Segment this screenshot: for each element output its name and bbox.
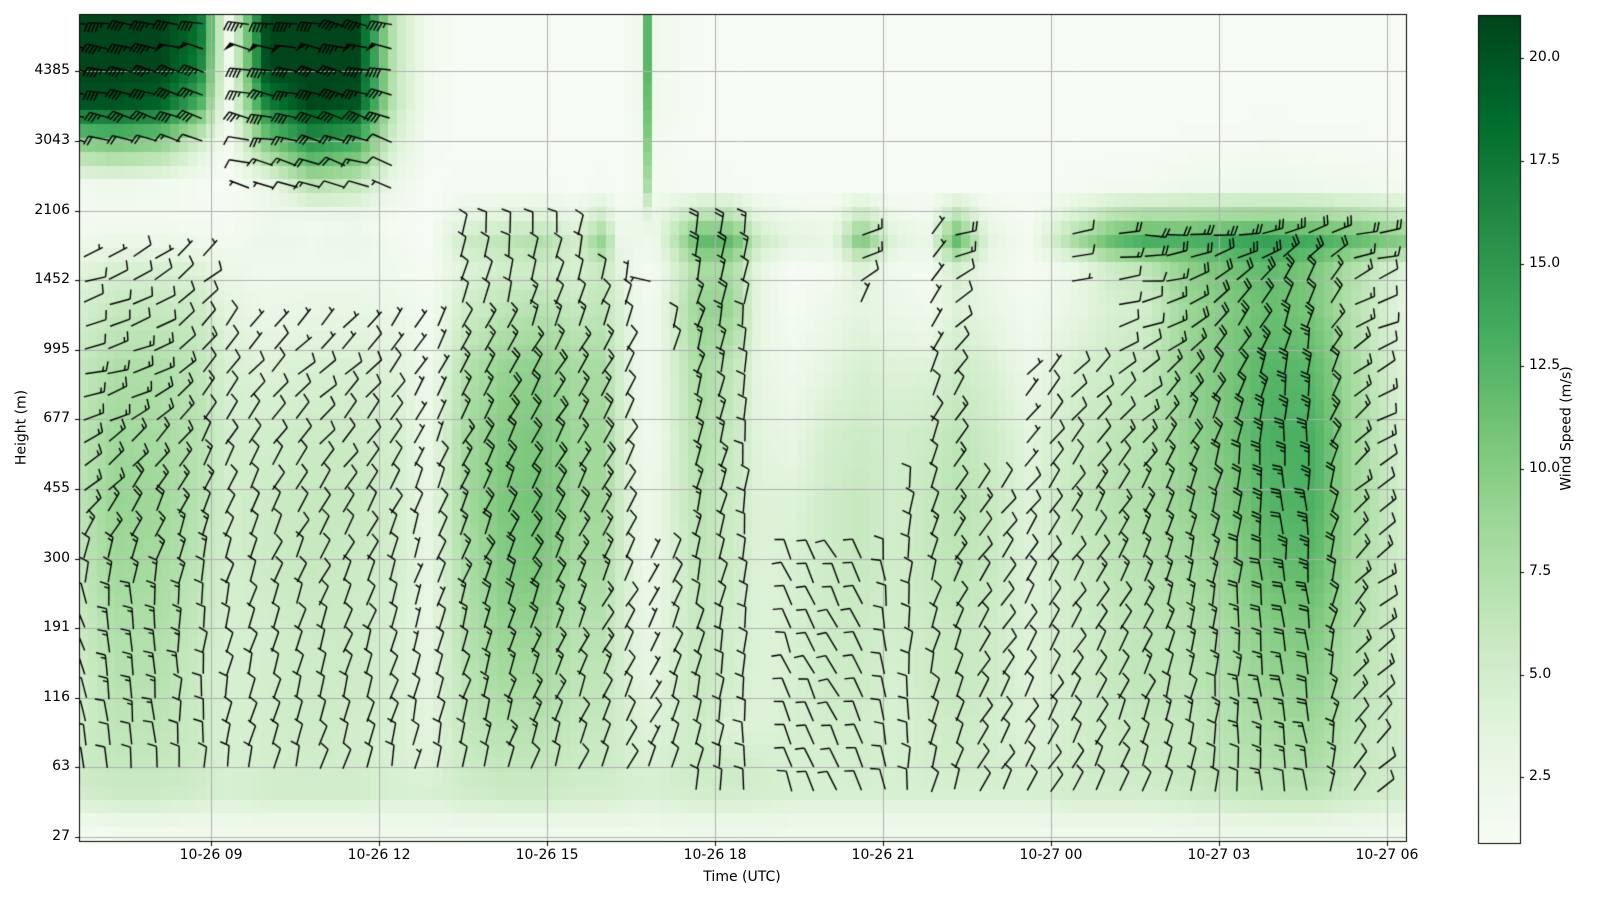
y-tick-label: 63 <box>52 758 70 775</box>
x-tick-label: 10-26 18 <box>683 847 747 863</box>
colorbar-label: Wind Speed (m/s) <box>1558 366 1575 491</box>
colorbar-tick-label: 20.0 <box>1529 49 1561 66</box>
x-tick-label: 10-26 09 <box>179 847 243 863</box>
colorbar-tick-label: 15.0 <box>1529 254 1561 271</box>
y-tick-label: 3043 <box>34 132 70 148</box>
y-axis-label: Height (m) <box>13 389 30 466</box>
y-tick-label: 300 <box>43 549 70 566</box>
y-tick-label: 4385 <box>34 62 70 79</box>
y-tick-label: 995 <box>43 340 70 357</box>
colorbar-tick-label: 17.5 <box>1529 151 1561 168</box>
colorbar-tick-label: 2.5 <box>1529 768 1552 785</box>
colorbar-tick-label: 7.5 <box>1529 562 1552 579</box>
y-tick-label: 1452 <box>34 271 70 288</box>
colorbar-tick-label: 12.5 <box>1529 357 1561 374</box>
colorbar-tick-label: 10.0 <box>1529 460 1561 477</box>
x-tick-label: 10-27 06 <box>1355 847 1419 863</box>
colorbar-tick-label: 5.0 <box>1529 665 1552 682</box>
x-axis-label: Time (UTC) <box>703 869 781 885</box>
x-tick-label: 10-26 15 <box>515 847 579 863</box>
y-tick-label: 191 <box>43 619 70 636</box>
y-tick-label: 27 <box>52 828 70 844</box>
y-tick-label: 677 <box>43 410 70 427</box>
y-tick-label: 116 <box>43 688 70 705</box>
x-tick-label: 10-27 00 <box>1019 847 1083 863</box>
y-tick-label: 455 <box>43 480 70 496</box>
x-tick-label: 10-27 03 <box>1187 847 1251 863</box>
x-tick-label: 10-26 21 <box>851 847 915 863</box>
y-tick-label: 2106 <box>34 201 70 218</box>
x-tick-label: 10-26 12 <box>347 847 411 863</box>
